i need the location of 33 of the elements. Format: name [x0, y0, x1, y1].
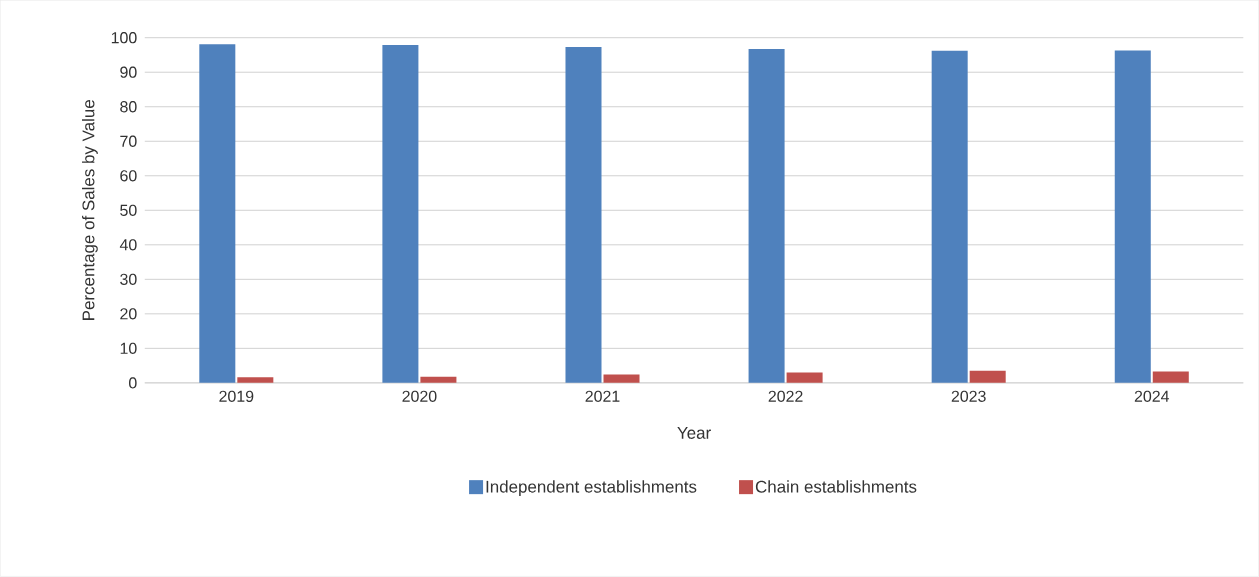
y-tick-label: 90 — [120, 66, 137, 79]
bar — [1152, 371, 1189, 384]
y-tick-label: 30 — [120, 273, 137, 286]
y-axis-title: Percentage of Sales by Value — [82, 100, 98, 321]
bar — [565, 47, 602, 384]
bar — [603, 374, 640, 384]
bar — [199, 44, 236, 384]
x-tick-label: 2020 — [402, 390, 437, 403]
y-tick-label: 70 — [120, 135, 137, 148]
y-tick-label: 50 — [120, 204, 137, 217]
y-tick-label: 0 — [129, 377, 137, 389]
y-tick-label: 20 — [120, 308, 137, 320]
bar — [420, 376, 457, 384]
x-tick-label: 2019 — [219, 390, 254, 403]
y-tick-label: 40 — [119, 239, 137, 251]
y-tick-label: 10 — [120, 342, 137, 355]
bar — [969, 370, 1006, 384]
x-tick-label: 2023 — [951, 390, 986, 403]
x-tick-label: 2024 — [1134, 390, 1170, 403]
y-tick-label: 60 — [120, 170, 137, 182]
x-axis-title: Year — [677, 427, 711, 440]
bar — [237, 377, 274, 384]
bar — [786, 372, 823, 384]
y-tick-label: 100 — [111, 32, 137, 44]
bar — [382, 45, 419, 384]
bar — [748, 49, 785, 384]
legend-label: Chain establishments — [755, 480, 917, 493]
bar — [931, 50, 968, 384]
legend-label: Independent establishments — [486, 480, 697, 497]
x-tick-label: 2022 — [768, 390, 803, 403]
x-tick-label: 2021 — [585, 390, 620, 403]
bar — [1114, 50, 1151, 384]
y-tick-label: 80 — [120, 101, 137, 113]
